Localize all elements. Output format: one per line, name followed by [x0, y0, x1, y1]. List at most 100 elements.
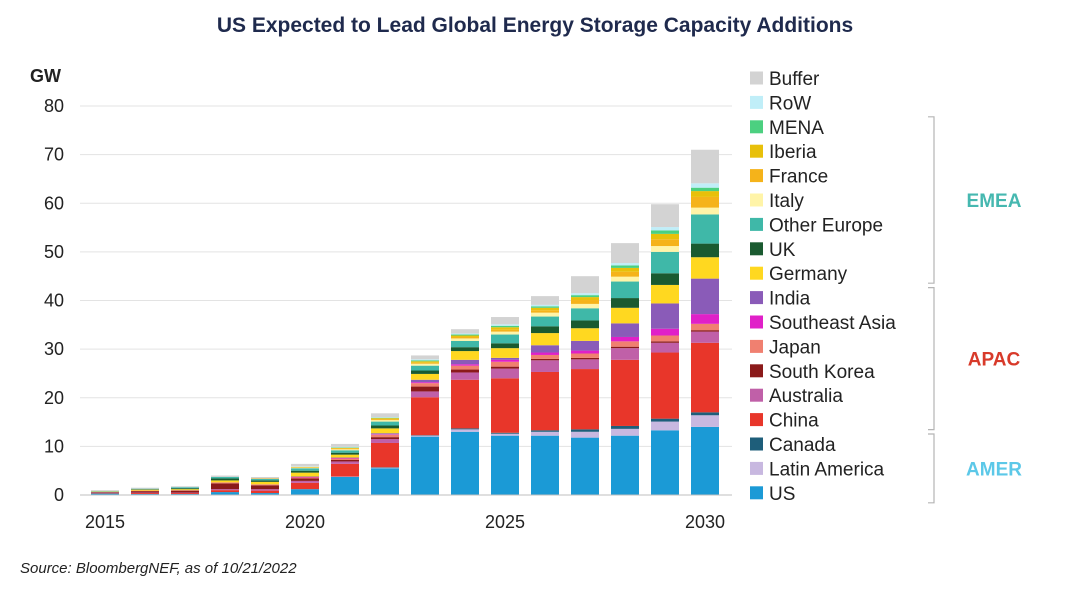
bar-segment-other-europe-2018 [211, 477, 239, 479]
bar-segment-buffer-2018 [211, 475, 239, 478]
bar-segment-other-europe-2029 [651, 251, 679, 274]
bar-segment-uk-2019 [251, 480, 279, 482]
bar-segment-south-korea-2016 [131, 491, 159, 493]
bar-segment-mena-2026 [531, 306, 559, 308]
bar-segment-germany-2028 [611, 307, 639, 324]
bar-segment-latin-america-2025 [491, 433, 519, 436]
bar-segment-latin-america-2028 [611, 428, 639, 436]
bar-segment-china-2017 [171, 493, 199, 495]
legend-swatch-buffer [750, 71, 763, 85]
bar-segment-iberia-2030 [691, 191, 719, 197]
bar-segment-germany-2026 [531, 333, 559, 346]
bar-segment-us-2019 [251, 493, 279, 495]
bar-segment-japan-2025 [491, 361, 519, 367]
bar-segment-latin-america-2023 [411, 435, 439, 437]
bar-segment-canada-2030 [691, 412, 719, 416]
bar-segment-italy-2025 [491, 331, 519, 335]
bar-segment-india-2025 [491, 357, 519, 360]
bar-segment-japan-2020 [291, 477, 319, 479]
x-tick-label: 2015 [85, 512, 125, 532]
bar-segment-buffer-2030 [691, 149, 719, 184]
chart-title: US Expected to Lead Global Energy Storag… [216, 14, 854, 37]
legend-swatch-france [750, 169, 763, 183]
bar-segment-buffer-2015 [91, 490, 119, 492]
bar-segment-canada-2026 [531, 430, 559, 432]
legend-label-germany: Germany [769, 264, 848, 285]
bar-segment-mena-2027 [571, 295, 599, 298]
bar-segment-other-europe-2017 [171, 487, 199, 489]
legend-swatch-row [750, 95, 763, 109]
bar-segment-latin-america-2027 [571, 431, 599, 438]
bar-segment-uk-2028 [611, 298, 639, 308]
bar-segment-row-2024 [451, 333, 479, 335]
bar-segment-china-2016 [131, 493, 159, 495]
bar-segment-other-europe-2027 [571, 308, 599, 321]
bar-segment-iberia-2022 [371, 418, 399, 420]
bar-segment-us-2023 [411, 436, 439, 495]
bar-segment-japan-2021 [331, 458, 359, 460]
bar-segment-italy-2022 [371, 420, 399, 422]
legend-swatch-iberia [750, 144, 763, 158]
bar-segment-uk-2020 [291, 470, 319, 473]
legend-swatch-southeast-asia [750, 315, 763, 329]
bar-segment-iberia-2026 [531, 307, 559, 311]
bar-segment-south-korea-2023 [411, 386, 439, 392]
bar-segment-germany-2019 [251, 481, 279, 485]
bar-segment-japan-2018 [211, 482, 239, 484]
bar-segment-china-2022 [371, 442, 399, 468]
bar-segment-australia-2028 [611, 348, 639, 360]
legend-label-japan: Japan [769, 337, 821, 358]
bar-segment-italy-2027 [571, 303, 599, 309]
bar-segment-other-europe-2019 [251, 478, 279, 481]
bar-segment-buffer-2016 [131, 487, 159, 489]
bar-segment-row-2023 [411, 359, 439, 361]
y-tick-label: 10 [44, 436, 64, 456]
bar-segment-other-europe-2028 [611, 281, 639, 299]
legend-swatch-uk [750, 242, 763, 256]
bar-segment-australia-2024 [451, 372, 479, 380]
bar-segment-row-2029 [651, 227, 679, 231]
bar-segment-latin-america-2024 [451, 429, 479, 432]
bar-segment-latin-america-2030 [691, 415, 719, 427]
bar-segment-south-korea-2022 [371, 437, 399, 440]
bar-segment-uk-2017 [171, 488, 199, 490]
bar-segment-us-2020 [291, 489, 319, 495]
bar-segment-japan-2027 [571, 353, 599, 358]
bar-segment-buffer-2029 [651, 204, 679, 228]
bar-segment-south-korea-2019 [251, 485, 279, 490]
bar-segment-iberia-2029 [651, 233, 679, 240]
bar-segment-other-europe-2020 [291, 468, 319, 471]
bar-segment-germany-2022 [371, 428, 399, 434]
bar-segment-southeast-asia-2024 [451, 364, 479, 366]
bar-segment-south-korea-2018 [211, 483, 239, 490]
bar-segment-uk-2027 [571, 320, 599, 329]
bar-segment-uk-2023 [411, 370, 439, 374]
y-tick-label: 40 [44, 291, 64, 311]
bar-segment-buffer-2022 [371, 413, 399, 418]
legend-label-us: US [769, 484, 795, 505]
bar-segment-australia-2026 [531, 360, 559, 372]
bar-segment-buffer-2024 [451, 329, 479, 334]
bar-segment-australia-2030 [691, 331, 719, 343]
bar-segment-china-2026 [531, 371, 559, 431]
legend-label-latin-america: Latin America [769, 459, 885, 480]
bar-segment-buffer-2027 [571, 276, 599, 294]
bar-segment-canada-2027 [571, 429, 599, 432]
bar-segment-germany-2023 [411, 373, 439, 380]
y-tick-label: 30 [44, 339, 64, 359]
bar-segment-us-2021 [331, 477, 359, 495]
legend: Buffer RoW MENA Iberia France Italy Other Euro… [750, 69, 896, 505]
bar-segment-australia-2025 [491, 368, 519, 379]
bar-segment-south-korea-2027 [571, 357, 599, 360]
bar-segment-france-2030 [691, 196, 719, 208]
bar-segment-other-europe-2024 [451, 340, 479, 348]
bar-segment-buffer-2023 [411, 355, 439, 360]
bar-segment-other-europe-2026 [531, 316, 559, 327]
bar-segment-south-korea-2028 [611, 346, 639, 349]
bar-segment-china-2020 [291, 482, 319, 490]
bar-segment-germany-2018 [211, 480, 239, 483]
bar-segment-us-2026 [531, 435, 559, 495]
bar-segment-italy-2029 [651, 246, 679, 252]
y-tick-label: 60 [44, 193, 64, 213]
